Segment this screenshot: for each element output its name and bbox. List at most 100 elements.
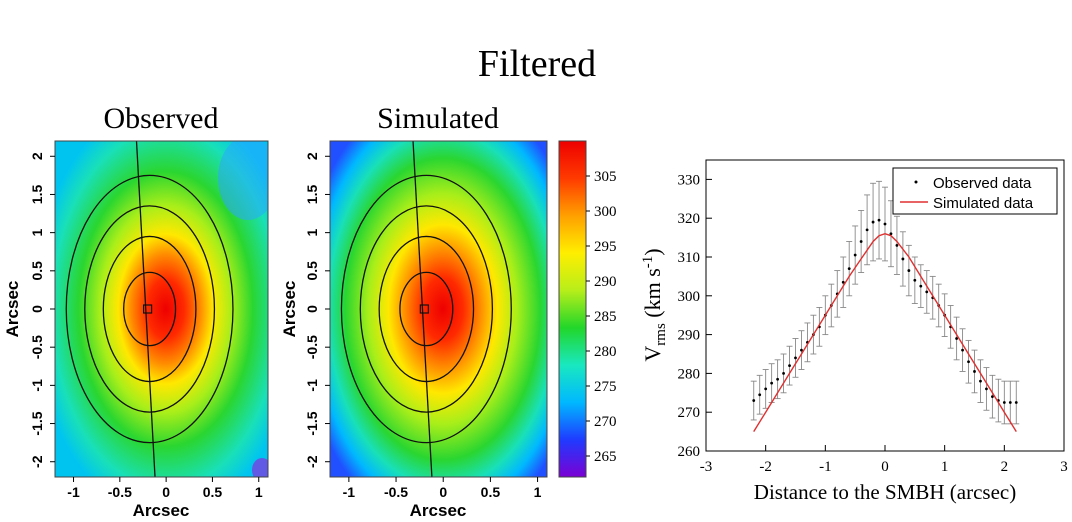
observed-map: Observed -1 -0.5 0 0.5 1 2 1.5 1 0.5 0 -0.5 -1 -1.5 -…	[3, 102, 269, 520]
plot-xlabel: Distance to the SMBH (arcsec)	[754, 480, 1016, 504]
observed-data-point	[770, 381, 774, 385]
plot-ytick-label: 270	[678, 405, 701, 421]
simulated-ytick-label: -0.5	[304, 335, 320, 359]
colorbar-gradient	[558, 140, 587, 478]
observed-data-point	[871, 220, 875, 224]
observed-ytick-label: 1	[29, 229, 45, 237]
observed-data-point	[901, 257, 905, 261]
observed-data-point	[865, 228, 869, 232]
observed-center-marker	[143, 304, 153, 314]
simulated-contour	[399, 271, 454, 347]
colorbar-tick-label: 285	[594, 309, 617, 325]
observed-data-point	[800, 348, 803, 352]
observed-data-point	[919, 284, 923, 288]
observed-data-point	[847, 267, 851, 271]
legend-observed-marker	[914, 180, 918, 184]
plot-xtick-label: 2	[1001, 459, 1009, 475]
observed-data-point	[925, 290, 929, 294]
colorbar-tick-label: 300	[594, 204, 617, 220]
observed-data-point	[859, 240, 863, 243]
observed-data-point	[883, 222, 887, 226]
observed-contour	[84, 205, 216, 413]
plot-xtick-label: 0	[881, 459, 889, 475]
observed-data-point	[841, 280, 845, 284]
figure-title: Filtered	[478, 43, 596, 85]
legend-observed-label: Observed data	[933, 175, 1032, 192]
observed-data-point	[1014, 401, 1018, 404]
colorbar-tick-label: 275	[594, 379, 617, 395]
observed-xtick-label: -0.5	[108, 484, 132, 500]
plot-ylabel-units: (km s	[640, 268, 665, 323]
plot-ytick-label: 320	[678, 211, 701, 227]
observed-data-point	[758, 393, 762, 397]
simulated-ytick-label: 0	[304, 305, 320, 313]
simulated-xtick-label: -1	[343, 484, 356, 500]
plot-ytick-label: 330	[678, 172, 701, 188]
simulated-ylabel: Arcsec	[280, 281, 299, 338]
simulated-contour	[359, 205, 494, 413]
plot-xtick-label: 1	[941, 459, 949, 475]
observed-ylabel: Arcsec	[3, 281, 22, 338]
colorbar-tick-label: 280	[594, 344, 617, 360]
observed-data-point	[776, 377, 779, 381]
observed-ytick-label: 2	[29, 152, 45, 160]
simulated-heatmap	[330, 141, 547, 477]
observed-data-point	[752, 399, 756, 402]
observed-data-point	[788, 364, 791, 368]
simulated-xtick-label: 0	[439, 484, 447, 500]
observed-data-point	[979, 379, 982, 383]
legend-simulated-label: Simulated data	[933, 195, 1034, 212]
observed-data-point	[853, 253, 857, 257]
observed-data-point	[991, 395, 994, 399]
plot-xtick-label: -2	[759, 459, 772, 475]
plot-ylabel: Vrms (km s-1)	[640, 248, 669, 361]
simulated-map: Simulated -1 -0.5 0 0.5 1 2 1.5 1 0.5 0 -0.5 -1 -1.5…	[280, 102, 548, 520]
simulated-ytick-label: -1	[304, 379, 320, 392]
simulated-ytick-label: 1	[304, 229, 320, 237]
observed-data-point	[889, 232, 893, 236]
colorbar-tick-label: 270	[594, 414, 617, 430]
observed-ytick-label: -2	[29, 455, 45, 468]
observed-ytick-label: 0.5	[29, 261, 45, 281]
observed-data-point	[907, 269, 911, 272]
plot-ytick-label: 310	[678, 250, 701, 266]
observed-ytick-label: -0.5	[29, 335, 45, 359]
observed-data-point	[782, 372, 785, 375]
observed-data-point	[913, 278, 917, 282]
simulated-center-marker	[419, 304, 429, 314]
simulated-ytick-label: 1.5	[304, 185, 320, 205]
simulated-xlabel: Arcsec	[410, 501, 467, 520]
observed-data-point	[794, 356, 797, 360]
observed-xtick-label: 1	[255, 484, 263, 500]
observed-data-point	[764, 387, 768, 391]
colorbar-tick-label: 295	[594, 239, 617, 255]
observed-major-axis-line	[135, 141, 156, 477]
plot-ylabel-sub: rms	[653, 323, 669, 346]
observed-data-point	[955, 337, 958, 340]
colorbar-tick-label: 305	[594, 169, 617, 185]
plot-ytick-label: 280	[678, 366, 701, 382]
simulated-map-title: Simulated	[377, 102, 499, 135]
simulated-major-axis-line	[412, 141, 433, 477]
simulated-ytick-label: -1.5	[304, 411, 320, 435]
simulated-data-line	[753, 232, 1017, 432]
observed-data-point	[877, 218, 881, 222]
simulated-ytick-label: -2	[304, 455, 320, 468]
observed-data-point	[985, 387, 988, 391]
plot-ytick-label: 260	[678, 444, 701, 460]
simulated-ytick-label: 2	[304, 152, 320, 160]
observed-ytick-label: 1.5	[29, 185, 45, 205]
colorbar: 305 300 295 290 285 280 275 270 265	[558, 140, 617, 478]
plot-ytick-label: 290	[678, 328, 701, 344]
simulated-xtick-label: 0.5	[481, 484, 501, 500]
observed-data-point	[1002, 401, 1006, 404]
plot-ytick-label: 300	[678, 289, 701, 305]
observed-map-title: Observed	[104, 102, 219, 135]
observed-contour	[65, 174, 234, 444]
simulated-ytick-label: 0.5	[304, 261, 320, 281]
plot-ylabel-close: )	[640, 248, 665, 255]
simulated-xtick-label: -0.5	[384, 484, 408, 500]
colorbar-tick-label: 290	[594, 274, 617, 290]
simulated-xtick-label: 1	[534, 484, 542, 500]
